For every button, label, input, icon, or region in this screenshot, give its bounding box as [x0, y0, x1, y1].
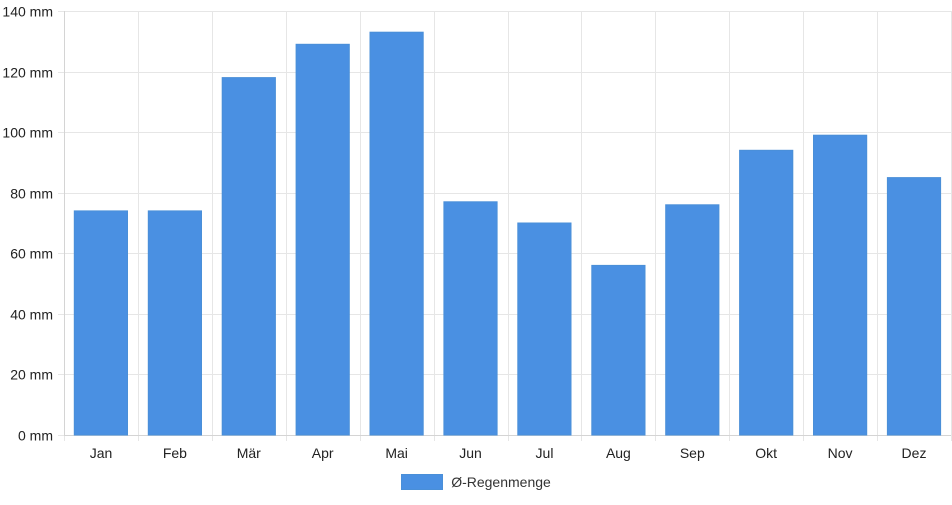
bar — [369, 31, 424, 436]
x-tick-label: Jun — [459, 445, 482, 461]
legend[interactable]: Ø-Regenmenge — [0, 470, 952, 494]
legend-label: Ø-Regenmenge — [451, 474, 551, 490]
x-tick-label: Mär — [237, 445, 261, 461]
x-tick-label: Nov — [828, 445, 853, 461]
x-tick-label: Okt — [755, 445, 777, 461]
bar — [813, 134, 868, 436]
y-tick-label: 40 mm — [10, 307, 53, 323]
bar — [443, 201, 498, 436]
bar — [739, 149, 794, 436]
y-tick-label: 100 mm — [2, 125, 53, 141]
x-tick-label: Jul — [536, 445, 554, 461]
bar — [591, 264, 646, 436]
x-tick-label: Dez — [902, 445, 927, 461]
legend-swatch — [401, 474, 444, 490]
bar — [886, 177, 942, 436]
bar — [73, 210, 129, 436]
bar — [221, 77, 276, 436]
y-tick-label: 120 mm — [2, 65, 53, 81]
y-tick-label: 80 mm — [10, 186, 53, 202]
bar — [517, 222, 572, 436]
bar — [147, 210, 203, 436]
y-tick-label: 60 mm — [10, 246, 53, 262]
x-tick-label: Apr — [312, 445, 334, 461]
x-tick-label: Mai — [385, 445, 408, 461]
bar — [665, 204, 720, 436]
x-tick-label: Sep — [680, 445, 705, 461]
y-tick-label: 0 mm — [18, 428, 53, 444]
x-tick-label: Aug — [606, 445, 631, 461]
x-tick-label: Feb — [163, 445, 187, 461]
bar — [295, 43, 350, 436]
y-tick-label: 140 mm — [2, 4, 53, 20]
y-tick-label: 20 mm — [10, 367, 53, 383]
x-tick-label: Jan — [90, 445, 113, 461]
